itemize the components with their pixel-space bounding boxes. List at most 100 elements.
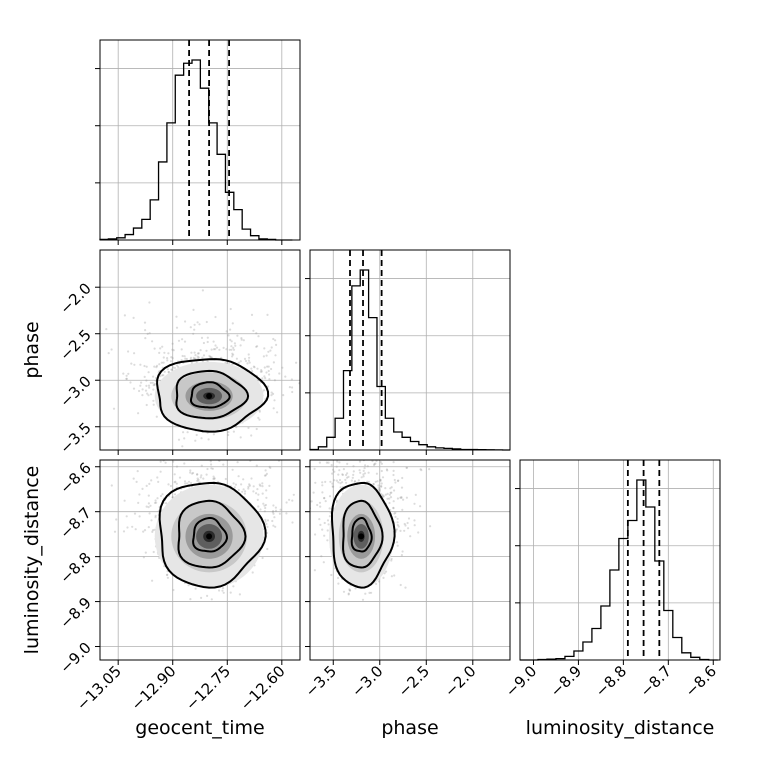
- scatter-point: [320, 361, 322, 363]
- scatter-point: [154, 516, 157, 519]
- scatter-point: [388, 501, 391, 505]
- scatter-point: [229, 328, 232, 331]
- scatter-point: [222, 346, 225, 349]
- scatter-point: [239, 360, 242, 363]
- scatter-point: [149, 381, 152, 384]
- scatter-point: [396, 523, 399, 527]
- scatter-point: [345, 454, 347, 456]
- scatter-point: [276, 411, 279, 414]
- scatter-point: [252, 490, 255, 493]
- scatter-point: [362, 368, 364, 370]
- joint-plot-area: [94, 289, 322, 448]
- scatter-point: [173, 473, 176, 476]
- scatter-point: [192, 447, 194, 449]
- scatter-point: [196, 321, 199, 324]
- scatter-point: [373, 462, 376, 466]
- scatter-point: [229, 591, 232, 594]
- scatter-point: [150, 519, 153, 522]
- x-tick-label: −12.60: [237, 662, 289, 714]
- scatter-point: [398, 424, 400, 426]
- panel-frame: [519, 459, 721, 661]
- scatter-point: [141, 388, 144, 391]
- scatter-point: [339, 482, 342, 485]
- scatter-point: [230, 340, 233, 343]
- scatter-point: [169, 484, 172, 488]
- scatter-point: [335, 479, 338, 482]
- scatter-point: [366, 451, 368, 453]
- scatter-point: [221, 441, 223, 443]
- scatter-point: [321, 484, 324, 487]
- scatter-point: [94, 362, 96, 364]
- scatter-point: [123, 499, 126, 502]
- scatter-point: [390, 557, 393, 561]
- scatter-point: [156, 476, 159, 479]
- scatter-point: [390, 575, 393, 578]
- scatter-point: [346, 462, 349, 465]
- scatter-point: [181, 338, 184, 341]
- scatter-point: [264, 520, 267, 523]
- scatter-point: [349, 589, 352, 592]
- scatter-point: [152, 384, 155, 387]
- scatter-point: [375, 441, 377, 443]
- scatter-point: [341, 473, 344, 476]
- scatter-point: [321, 491, 324, 494]
- scatter-point: [255, 492, 258, 495]
- scatter-point: [157, 480, 160, 483]
- y-tick-label: −8.9: [56, 594, 94, 632]
- scatter-point: [354, 587, 357, 590]
- scatter-point: [256, 498, 259, 501]
- scatter-point: [220, 438, 222, 440]
- scatter-point: [250, 434, 253, 437]
- scatter-point: [161, 374, 164, 377]
- scatter-point: [305, 532, 307, 534]
- scatter-point: [258, 483, 261, 486]
- scatter-point: [247, 487, 250, 490]
- scatter-point: [332, 455, 334, 457]
- scatter-point: [235, 457, 237, 459]
- y-axis-label: luminosity_distance: [21, 466, 43, 655]
- scatter-point: [400, 554, 403, 557]
- panel-frame: [309, 249, 511, 451]
- scatter-point: [401, 550, 404, 553]
- scatter-point: [338, 478, 342, 482]
- scatter-point: [292, 493, 295, 496]
- scatter-point: [331, 468, 335, 471]
- scatter-point: [341, 481, 344, 484]
- scatter-point: [301, 467, 303, 469]
- scatter-point: [264, 506, 267, 510]
- scatter-point: [328, 597, 331, 601]
- scatter-point: [306, 476, 308, 478]
- scatter-point: [189, 598, 192, 601]
- scatter-point: [189, 356, 193, 359]
- scatter-point: [329, 444, 331, 446]
- scatter-point: [268, 378, 271, 381]
- scatter-point: [384, 446, 386, 448]
- scatter-point: [181, 445, 184, 448]
- scatter-point: [231, 438, 233, 440]
- scatter-point: [392, 500, 395, 503]
- scatter-point: [403, 415, 405, 417]
- scatter-point: [233, 342, 236, 345]
- scatter-point: [196, 473, 199, 476]
- scatter-point: [394, 481, 397, 484]
- scatter-point: [378, 489, 381, 492]
- scatter-point: [316, 503, 319, 507]
- scatter-point: [336, 454, 338, 456]
- scatter-point: [352, 465, 355, 468]
- scatter-point: [323, 497, 326, 500]
- scatter-point: [159, 494, 163, 498]
- scatter-point: [345, 433, 347, 435]
- contour-line: [350, 517, 373, 553]
- scatter-point: [173, 493, 177, 496]
- scatter-point: [172, 460, 175, 463]
- scatter-point: [381, 494, 384, 498]
- scatter-point: [155, 415, 158, 418]
- scatter-point: [266, 519, 270, 522]
- density-peak: [358, 533, 365, 540]
- scatter-point: [197, 481, 200, 484]
- scatter-point: [235, 357, 238, 360]
- scatter-point: [264, 474, 267, 477]
- scatter-point: [397, 479, 400, 482]
- scatter-point: [138, 515, 141, 518]
- scatter-point: [372, 483, 375, 486]
